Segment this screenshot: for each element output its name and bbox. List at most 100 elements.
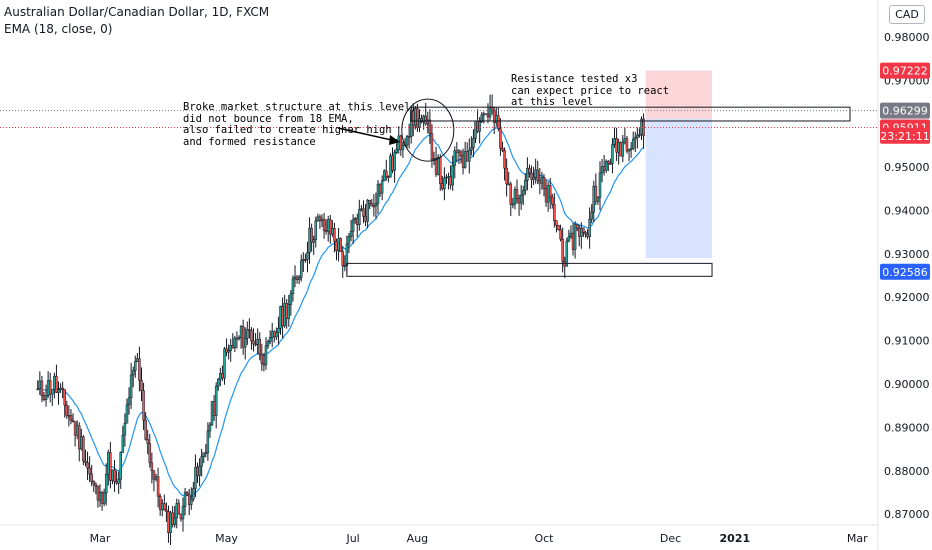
candle-body	[557, 225, 560, 231]
arrow-head	[389, 135, 400, 145]
candle-body	[208, 424, 212, 432]
candle-body	[111, 469, 114, 481]
candle-body	[613, 138, 616, 145]
currency-badge[interactable]: CAD	[889, 5, 925, 24]
candle-body	[507, 183, 510, 186]
candle-body	[495, 115, 498, 123]
candle-body	[358, 209, 361, 226]
candle-body	[380, 180, 384, 194]
candle-body	[127, 397, 131, 406]
candle-body	[615, 138, 618, 153]
candle-body	[619, 142, 622, 157]
candle-body	[438, 157, 442, 184]
candle-body	[173, 517, 176, 525]
candle-body	[337, 238, 340, 252]
candle-body	[144, 419, 147, 440]
candle-body	[204, 452, 208, 454]
candle-body	[405, 135, 409, 146]
candle-body	[465, 151, 469, 162]
x-tick-label: Jul	[345, 532, 359, 545]
candle-body	[160, 503, 164, 510]
candle-body	[100, 492, 104, 504]
candle-body	[565, 240, 569, 267]
candle-body	[154, 476, 158, 480]
candle-body	[138, 358, 141, 381]
candle-body	[246, 329, 249, 339]
candle-body	[602, 166, 606, 171]
candle-body	[117, 478, 120, 484]
candle-body	[73, 421, 77, 436]
candle-body	[551, 196, 554, 205]
annotation-arrow	[337, 127, 397, 142]
candle-body	[486, 114, 490, 118]
candle-body	[335, 241, 338, 252]
symbol-title[interactable]: Australian Dollar/Canadian Dollar, 1D, F…	[4, 5, 270, 19]
candle-body	[625, 138, 629, 152]
candle-body	[378, 183, 382, 194]
candle-body	[233, 337, 237, 348]
candle-body	[229, 345, 232, 351]
candle-body	[607, 161, 610, 164]
candle-body	[53, 375, 56, 390]
candle-body	[262, 363, 266, 366]
candle-body	[231, 345, 235, 348]
candle-body	[113, 469, 116, 482]
candle-body	[90, 473, 93, 482]
candle-body	[107, 452, 110, 475]
candle-body	[588, 218, 591, 237]
candle-body	[472, 138, 475, 149]
candle-body	[171, 512, 174, 525]
candle-body	[451, 165, 454, 186]
candle-body	[302, 259, 305, 262]
candle-body	[248, 329, 251, 332]
candle-body	[94, 483, 98, 487]
candle-body	[430, 133, 434, 160]
candle-body	[546, 185, 550, 203]
candle-body	[46, 380, 50, 396]
y-tick-label: 0.93000	[884, 248, 930, 261]
candle-body	[306, 252, 309, 260]
candle-body	[345, 243, 349, 266]
candle-body	[150, 462, 154, 471]
candle-body	[158, 495, 162, 510]
candle-body	[594, 185, 598, 202]
candle-body	[92, 481, 96, 485]
candle-body	[119, 452, 122, 480]
candle-body	[374, 203, 378, 207]
candle-body	[210, 401, 214, 426]
y-tick-label: 0.94000	[884, 204, 930, 217]
candle-body	[125, 404, 129, 424]
candle-body	[362, 208, 365, 217]
candle-body	[175, 503, 179, 519]
candle-body	[524, 180, 527, 191]
candle-body	[532, 176, 535, 180]
candle-body	[368, 199, 371, 204]
candle-body	[505, 167, 508, 185]
candle-body	[61, 387, 64, 390]
x-tick-label: 2021	[720, 532, 751, 545]
candle-body	[78, 425, 81, 450]
candle-body	[86, 462, 89, 469]
candle-body	[134, 361, 137, 371]
candle-body	[67, 415, 71, 417]
candle-body	[598, 172, 602, 198]
structure-circle	[401, 98, 455, 162]
candle-body	[629, 147, 633, 150]
candle-body	[526, 167, 529, 181]
candle-body	[206, 430, 210, 454]
ema-indicator-label[interactable]: EMA (18, close, 0)	[4, 22, 113, 36]
take-profit-zone	[645, 118, 713, 259]
candle-body	[194, 466, 197, 489]
x-tick-label: May	[215, 532, 238, 545]
chart-legend: Australian Dollar/Canadian Dollar, 1D, F…	[4, 4, 269, 38]
candle-body	[59, 387, 62, 390]
candle-body	[75, 425, 79, 436]
candle-body	[372, 205, 376, 208]
candle-body	[140, 380, 143, 391]
candle-body	[582, 227, 585, 233]
candle-body	[627, 149, 631, 152]
y-tick-label: 0.92000	[884, 291, 930, 304]
candle-body	[254, 343, 257, 346]
candle-body	[109, 452, 112, 481]
